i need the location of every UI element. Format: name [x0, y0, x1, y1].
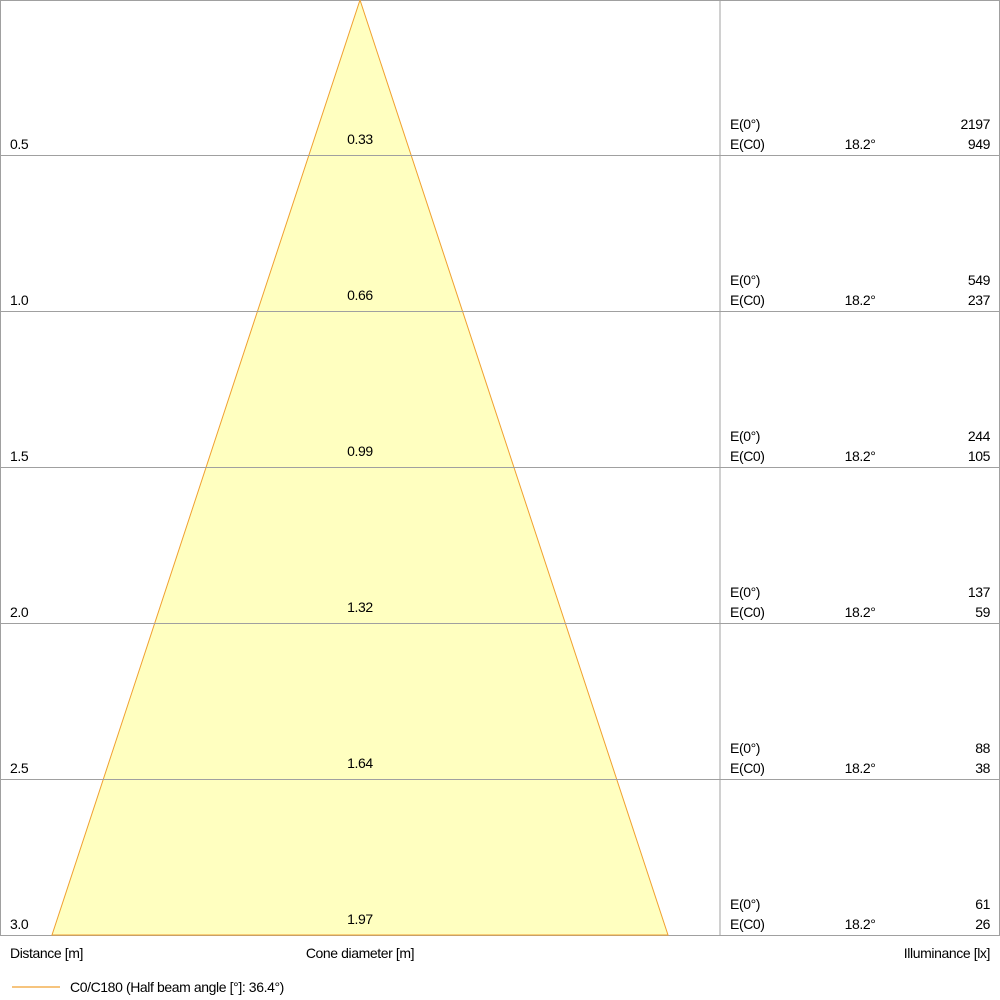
e0-label: E(0°): [730, 428, 760, 444]
distance: 2.0: [10, 604, 29, 620]
e0-value: 88: [975, 740, 990, 756]
cone-diameter: 0.66: [347, 287, 373, 303]
e0-label: E(0°): [730, 584, 760, 600]
angle: 18.2°: [845, 604, 876, 620]
e0-label: E(0°): [730, 116, 760, 132]
angle: 18.2°: [845, 760, 876, 776]
legend-text: C0/C180 (Half beam angle [°]: 36.4°): [70, 979, 284, 995]
e0-value: 549: [968, 272, 991, 288]
ec0-label: E(C0): [730, 916, 765, 932]
ec0-label: E(C0): [730, 604, 765, 620]
angle: 18.2°: [845, 448, 876, 464]
ec0-value: 237: [968, 292, 991, 308]
distance: 3.0: [10, 916, 29, 932]
distance: 1.0: [10, 292, 29, 308]
angle: 18.2°: [845, 292, 876, 308]
distance-header: Distance [m]: [10, 945, 83, 961]
e0-value: 2197: [960, 116, 990, 132]
ec0-value: 38: [975, 760, 990, 776]
distance: 2.5: [10, 760, 29, 776]
ec0-value: 59: [975, 604, 990, 620]
illuminance-header: Illuminance [lx]: [904, 945, 990, 961]
e0-value: 244: [968, 428, 991, 444]
ec0-value: 26: [975, 916, 990, 932]
e0-value: 137: [968, 584, 991, 600]
e0-label: E(0°): [730, 740, 760, 756]
angle: 18.2°: [845, 136, 876, 152]
distance: 1.5: [10, 448, 29, 464]
cone-diameter: 1.32: [347, 599, 373, 615]
cone-diameter: 1.97: [347, 911, 373, 927]
cone-diameter: 0.33: [347, 131, 373, 147]
e0-label: E(0°): [730, 272, 760, 288]
e0-label: E(0°): [730, 896, 760, 912]
ec0-label: E(C0): [730, 760, 765, 776]
ec0-value: 949: [968, 136, 991, 152]
distance: 0.5: [10, 136, 29, 152]
ec0-label: E(C0): [730, 292, 765, 308]
cone-diameter: 0.99: [347, 443, 373, 459]
ec0-label: E(C0): [730, 136, 765, 152]
e0-value: 61: [975, 896, 990, 912]
rows: 0.5 0.33 E(0°) 2197 E(C0) 18.2° 949 1.0 0.66 E(0°…: [0, 116, 1000, 932]
cone-diameter: 1.64: [347, 755, 373, 771]
ec0-label: E(C0): [730, 448, 765, 464]
ec0-value: 105: [968, 448, 991, 464]
diameter-header: Cone diameter [m]: [306, 945, 414, 961]
angle: 18.2°: [845, 916, 876, 932]
